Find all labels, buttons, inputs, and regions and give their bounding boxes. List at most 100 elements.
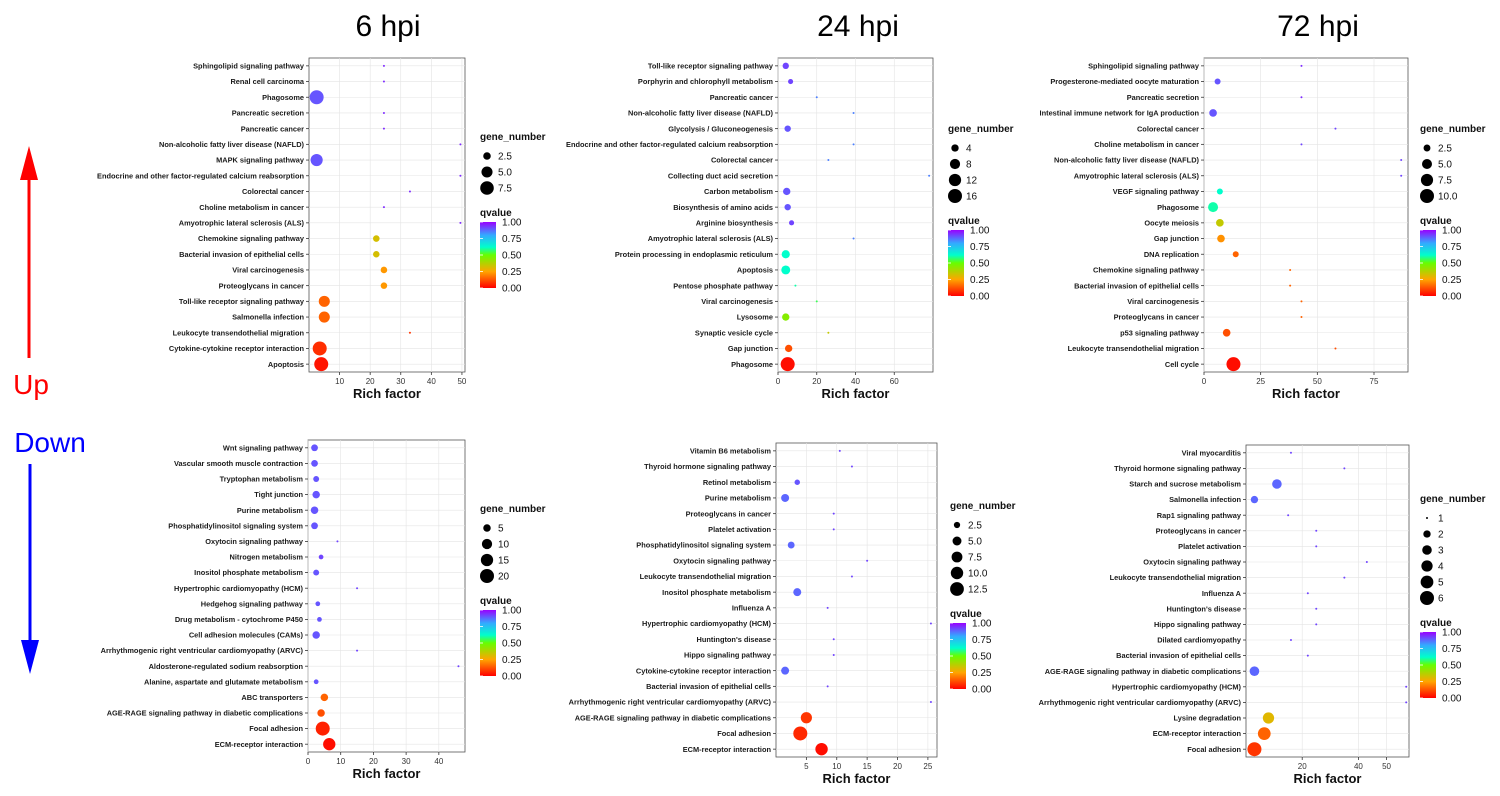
term-label: Amyotrophic lateral sclerosis (ALS) (1074, 171, 1200, 180)
x-tick-label: 10 (335, 377, 344, 386)
data-point (382, 111, 385, 114)
data-point (793, 588, 802, 597)
qvalue-legend-label: 0.50 (502, 639, 522, 650)
x-tick-label: 30 (396, 377, 405, 386)
data-point (866, 559, 869, 562)
data-point (784, 125, 791, 132)
x-tick-label: 10 (336, 757, 345, 766)
qvalue-legend-label: 0.75 (1442, 644, 1462, 655)
data-point (314, 357, 329, 372)
x-tick-label: 50 (457, 377, 466, 386)
x-tick-label: 0 (776, 377, 781, 386)
term-label: Phosphatidylinositol signaling system (636, 541, 771, 550)
term-label: Pancreatic cancer (241, 124, 304, 133)
data-point (380, 282, 388, 289)
qvalue-legend-title: qvalue (950, 609, 982, 620)
size-legend-label: 1 (1438, 514, 1444, 525)
term-label: Arginine biosynthesis (696, 218, 773, 227)
data-point (1289, 639, 1292, 641)
term-label: Phosphatidylinositol signaling system (168, 521, 303, 530)
x-tick-label: 20 (893, 762, 902, 771)
term-label: Gap junction (1154, 234, 1200, 243)
data-point (1334, 127, 1337, 130)
term-label: Intestinal immune network for IgA produc… (1040, 109, 1200, 118)
data-point (323, 738, 336, 751)
term-label: Focal adhesion (717, 729, 771, 738)
qvalue-legend-label: 1.00 (502, 606, 522, 617)
term-label: ECM-receptor interaction (683, 745, 772, 754)
data-point (1315, 623, 1318, 626)
term-label: Collecting duct acid secretion (668, 171, 774, 180)
qvalue-legend-label: 0.25 (1442, 275, 1462, 286)
x-tick-label: 20 (366, 377, 375, 386)
size-legend-label: 8 (966, 160, 972, 171)
term-label: Salmonella infection (1169, 495, 1241, 504)
term-label: Oxytocin signaling pathway (205, 537, 304, 546)
size-legend-label: 2 (1438, 530, 1444, 541)
data-point (408, 190, 411, 193)
size-legend-label: 5 (498, 524, 504, 535)
data-point (826, 606, 829, 609)
term-label: Oxytocin signaling pathway (673, 556, 772, 565)
data-point (1315, 545, 1318, 548)
size-legend-label: 12 (966, 176, 978, 187)
term-label: Protein processing in endoplasmic reticu… (615, 250, 774, 259)
term-label: Phagosome (262, 93, 304, 102)
qvalue-legend-label: 0.50 (1442, 259, 1462, 270)
data-point (336, 540, 339, 543)
term-label: Pentose phosphate pathway (673, 281, 774, 290)
x-axis-title: Rich factor (1272, 386, 1340, 401)
qvalue-legend-label: 1.00 (970, 226, 990, 237)
size-legend-dot (481, 166, 493, 178)
term-label: Leukocyte transendothelial migration (1068, 344, 1200, 353)
term-label: Retinol metabolism (703, 478, 772, 487)
term-label: Biosynthesis of amino acids (673, 203, 773, 212)
size-legend-title: gene_number (948, 124, 1014, 135)
x-axis-title: Rich factor (353, 766, 421, 781)
size-legend-dot (483, 152, 491, 160)
x-tick-label: 25 (923, 762, 932, 771)
qvalue-legend-title: qvalue (1420, 216, 1452, 227)
data-point (1289, 284, 1292, 287)
term-label: DNA replication (1144, 250, 1200, 259)
size-legend-dot (1422, 159, 1432, 169)
qvalue-legend-label: 0.25 (970, 275, 990, 286)
data-point (794, 284, 797, 287)
term-label: Non-alcoholic fatty liver disease (NAFLD… (628, 109, 774, 118)
data-point (781, 666, 790, 675)
term-label: Pancreatic cancer (710, 93, 773, 102)
size-legend-label: 5.0 (1438, 160, 1452, 171)
size-legend-label: 6 (1438, 594, 1444, 605)
term-label: Glycolysis / Gluconeogenesis (668, 124, 773, 133)
data-point (382, 127, 385, 130)
term-label: VEGF signaling pathway (1113, 187, 1200, 196)
term-label: Cell cycle (1165, 360, 1199, 369)
term-label: Bacterial invasion of epithelial cells (179, 250, 304, 259)
data-point (1232, 251, 1239, 258)
data-point (1400, 159, 1403, 162)
chart-down-72hpi: 20 40 50 Viral myocarditis Thyroid hormone s… (1039, 444, 1486, 786)
qvalue-legend-title: qvalue (948, 216, 980, 227)
term-label: Thyroid hormone signaling pathway (644, 462, 772, 471)
data-point (1249, 666, 1260, 676)
term-label: Leukocyte transendothelial migration (173, 328, 305, 337)
data-point (800, 712, 812, 724)
data-point (1208, 202, 1219, 213)
term-label: Cytokine-cytokine receptor interaction (636, 666, 772, 675)
term-label: Inositol phosphate metabolism (662, 588, 771, 597)
x-tick-label: 50 (1382, 762, 1391, 771)
data-point (793, 726, 808, 741)
term-label: Chemokine signaling pathway (198, 234, 305, 243)
data-point (1400, 174, 1403, 177)
qvalue-colorbar (948, 230, 964, 296)
size-legend-label: 5.0 (968, 537, 982, 548)
term-label: Bacterial invasion of epithelial cells (646, 682, 771, 691)
data-point (782, 313, 790, 321)
up-arrow-icon (20, 146, 38, 358)
data-point (382, 80, 385, 83)
qvalue-colorbar (480, 222, 496, 288)
term-label: Alanine, aspartate and glutamate metabol… (144, 677, 303, 686)
data-point (312, 490, 320, 499)
